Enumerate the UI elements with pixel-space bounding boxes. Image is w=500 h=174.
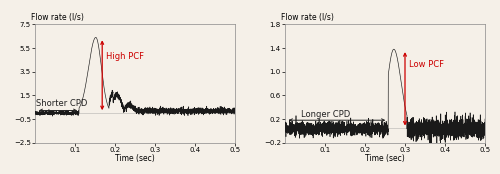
Text: Flow rate (l/s): Flow rate (l/s) [31,13,84,22]
Text: High PCF: High PCF [106,52,144,61]
Text: Shorter CPD: Shorter CPD [36,99,88,108]
Text: Low PCF: Low PCF [409,60,444,69]
Text: Flow rate (l/s): Flow rate (l/s) [281,13,334,22]
X-axis label: Time (sec): Time (sec) [115,154,155,163]
Text: Longer CPD: Longer CPD [301,110,350,119]
X-axis label: Time (sec): Time (sec) [365,154,405,163]
